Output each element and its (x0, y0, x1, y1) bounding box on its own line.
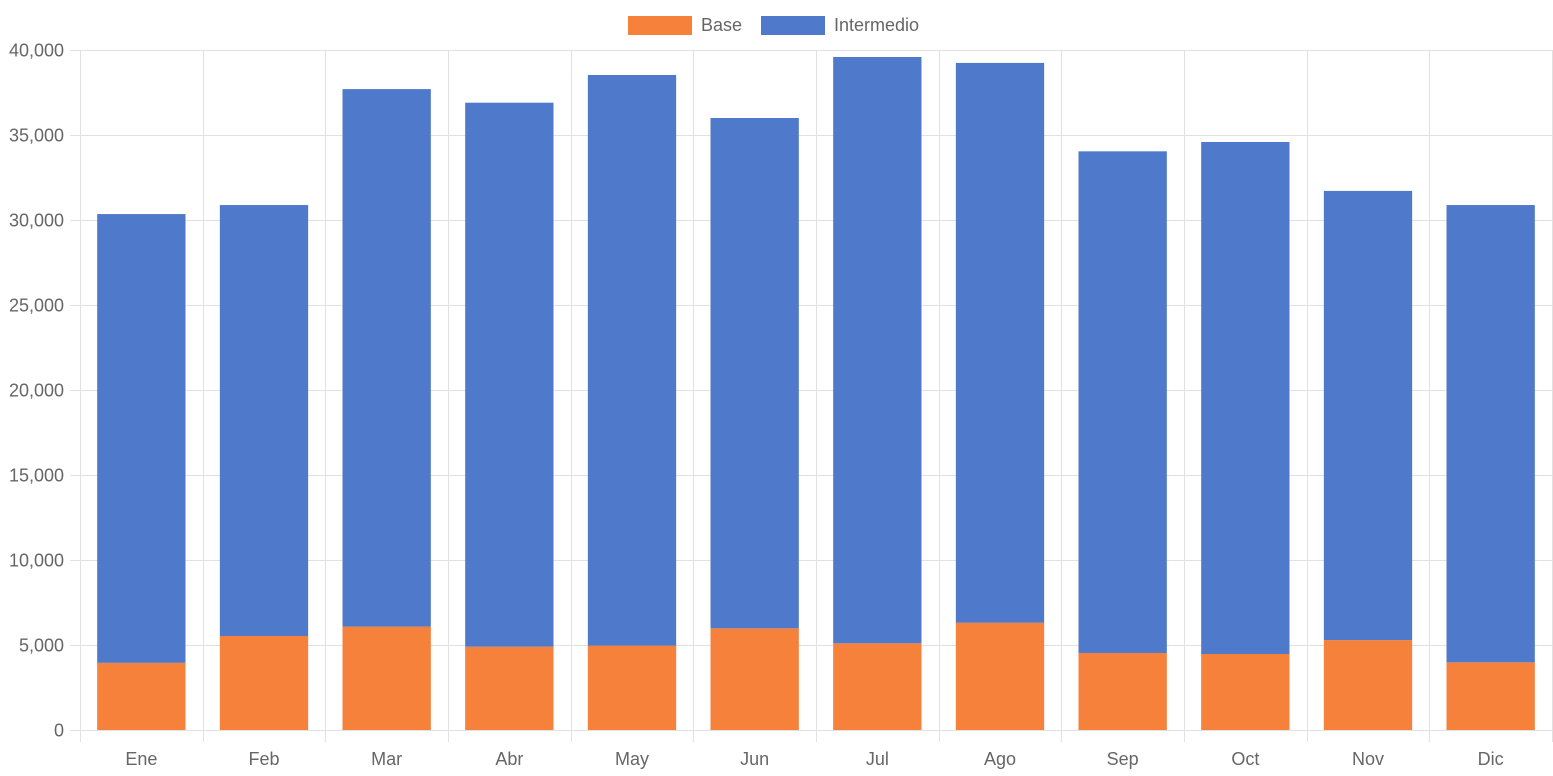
x-tick-label: Mar (371, 749, 402, 769)
x-axis: Ene Feb Mar Abr May Jun Jul Ago Sep Oct Nov Dic (125, 749, 1503, 769)
legend-label-base[interactable]: Base (701, 15, 742, 35)
legend-label-intermedio[interactable]: Intermedio (834, 15, 919, 35)
bar-base-abr[interactable] (465, 646, 554, 730)
bars (97, 56, 1535, 730)
bar-intermedio-ene[interactable] (97, 214, 186, 663)
bar-intermedio-dic[interactable] (1446, 205, 1535, 663)
y-tick-label: 35,000 (9, 126, 64, 146)
bar-base-jun[interactable] (710, 628, 799, 730)
bar-intermedio-abr[interactable] (465, 102, 554, 647)
bar-base-sep[interactable] (1078, 652, 1167, 730)
bar-intermedio-sep[interactable] (1078, 151, 1167, 653)
bar-intermedio-ago[interactable] (955, 62, 1045, 623)
bar-intermedio-feb[interactable] (219, 205, 309, 636)
x-tick-label: May (615, 749, 649, 769)
y-tick-label: 40,000 (9, 41, 64, 61)
bar-intermedio-jun[interactable] (710, 118, 799, 629)
legend-swatch-intermedio (761, 16, 825, 35)
bar-base-nov[interactable] (1323, 640, 1413, 730)
bar-base-mar[interactable] (342, 626, 431, 730)
y-tick-label: 10,000 (9, 551, 64, 571)
y-tick-label: 15,000 (9, 466, 64, 486)
bar-base-jul[interactable] (833, 643, 922, 730)
bar-intermedio-oct[interactable] (1201, 141, 1290, 655)
x-tick-label: Nov (1352, 749, 1384, 769)
legend: Base Intermedio (628, 15, 919, 35)
legend-swatch-base (628, 16, 692, 35)
y-tick-label: 30,000 (9, 211, 64, 231)
x-tick-label: Dic (1478, 749, 1504, 769)
bar-base-oct[interactable] (1201, 654, 1290, 730)
bar-intermedio-jul[interactable] (833, 56, 922, 644)
x-tick-label: Sep (1107, 749, 1139, 769)
y-tick-label: 0 (54, 721, 64, 741)
x-tick-label: Feb (248, 749, 279, 769)
x-tick-label: Jun (740, 749, 769, 769)
bar-base-ago[interactable] (955, 622, 1045, 730)
x-tick-label: Jul (866, 749, 889, 769)
bar-base-feb[interactable] (219, 635, 309, 730)
bar-intermedio-nov[interactable] (1323, 190, 1413, 641)
bar-intermedio-may[interactable] (587, 74, 677, 646)
x-tick-label: Abr (495, 749, 523, 769)
y-tick-label: 20,000 (9, 381, 64, 401)
y-tick-label: 5,000 (19, 636, 64, 656)
x-tick-label: Oct (1231, 749, 1259, 769)
bar-intermedio-mar[interactable] (342, 89, 431, 627)
x-tick-label: Ago (984, 749, 1016, 769)
x-tick-label: Ene (125, 749, 157, 769)
y-axis: 0 5,000 10,000 15,000 20,000 25,000 30,000 35,0… (9, 41, 64, 741)
bar-base-ene[interactable] (97, 662, 186, 730)
y-tick-label: 25,000 (9, 296, 64, 316)
bar-base-dic[interactable] (1446, 662, 1535, 730)
bar-base-may[interactable] (587, 645, 677, 730)
